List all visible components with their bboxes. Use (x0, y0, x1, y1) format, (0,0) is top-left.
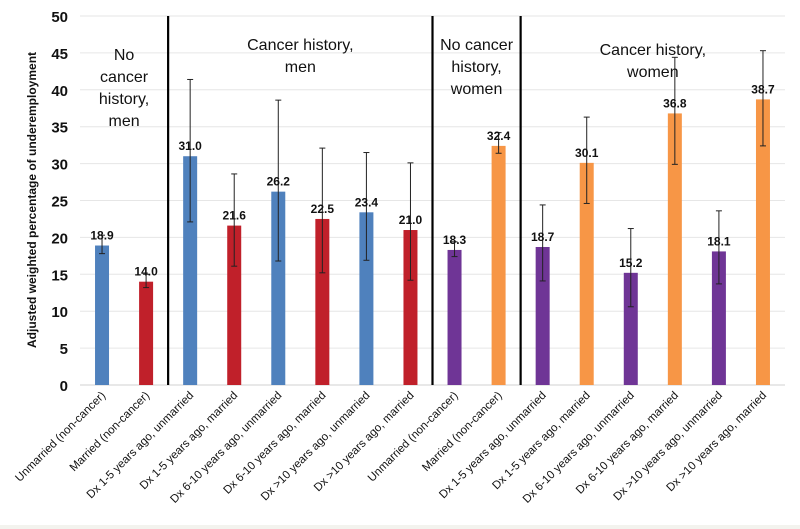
error-bar (539, 204, 546, 282)
y-tick-label: 5 (60, 341, 68, 358)
group-label-line: history, (451, 59, 501, 76)
bar (535, 246, 550, 385)
group-dividers (167, 16, 522, 385)
y-tick-label: 30 (51, 157, 68, 174)
bar (579, 162, 594, 385)
error-bar (99, 234, 106, 255)
x-axis-labels: Unmarried (non-cancer)Married (non-cance… (13, 390, 769, 506)
bar (315, 218, 330, 385)
y-tick-label: 15 (51, 267, 68, 284)
group-label: Cancer history, women (600, 42, 706, 81)
value-label: 18.9 (90, 229, 114, 243)
value-label: 30.1 (575, 146, 599, 160)
y-tick-label: 35 (51, 120, 68, 137)
error-bar (759, 50, 766, 147)
value-label: 21.0 (399, 213, 423, 227)
group-label: No cancer history, women (440, 37, 514, 98)
value-label: 36.8 (663, 96, 687, 110)
value-label: 15.2 (619, 256, 643, 270)
bar (491, 145, 506, 385)
error-bar (143, 273, 150, 289)
group-label: Cancer history, men (247, 37, 353, 76)
value-label: 32.4 (487, 129, 511, 143)
error-bar (187, 78, 194, 223)
y-tick-label: 0 (60, 378, 68, 395)
bar (359, 212, 374, 385)
error-bar (583, 116, 590, 204)
bottom-border (0, 525, 800, 529)
value-label: 21.6 (223, 209, 247, 223)
bar (667, 113, 682, 385)
group-label-line: history, (99, 91, 149, 108)
group-label-line: cancer (100, 69, 149, 86)
group-label-line: men (285, 59, 316, 76)
value-label: 31.0 (178, 139, 202, 153)
group-label: No cancer history, men (99, 47, 149, 130)
y-tick-label: 20 (51, 230, 68, 247)
x-tick-label: Unmarried (non-cancer) (366, 390, 461, 485)
bar (623, 272, 638, 385)
bar (139, 281, 154, 385)
value-label: 18.3 (443, 233, 467, 247)
y-tick-label: 10 (51, 304, 68, 321)
y-tick-label: 40 (51, 83, 68, 100)
x-tick-label: Unmarried (non-cancer) (13, 390, 108, 485)
bar (227, 225, 242, 385)
group-label-line: women (450, 81, 503, 98)
value-label: 14.0 (134, 265, 158, 279)
value-labels: 18.9 14.0 31.0 21.6 26.2 22.5 23.4 21.0 18.3 32.4… (90, 82, 775, 278)
value-label: 38.7 (751, 82, 775, 96)
value-label: 22.5 (311, 202, 335, 216)
group-label-line: men (109, 113, 140, 130)
y-axis-label: Adjusted weighted percentage of underemp… (25, 52, 39, 348)
y-axis-ticks: 0 5 10 15 20 25 30 35 40 45 50 (51, 9, 68, 395)
group-label-line: No (114, 47, 135, 64)
bar (403, 230, 418, 385)
error-bar (627, 228, 634, 308)
error-bar (363, 152, 370, 261)
value-label: 18.1 (707, 234, 731, 248)
bars (95, 99, 770, 386)
value-label: 23.4 (355, 195, 379, 209)
value-label: 26.2 (267, 175, 291, 189)
bar (271, 191, 286, 385)
x-tick-label: Married (non-cancer) (420, 390, 505, 475)
bar (95, 245, 110, 385)
bar (755, 99, 770, 386)
y-tick-label: 50 (51, 9, 68, 26)
error-bar (407, 162, 414, 281)
bar (447, 249, 462, 385)
value-label: 18.7 (531, 230, 555, 244)
bar (183, 156, 198, 385)
error-bar (715, 210, 722, 285)
y-tick-label: 25 (51, 194, 68, 211)
group-label-line: No cancer (440, 37, 514, 54)
error-bars (99, 50, 766, 308)
group-label-line: Cancer history, (600, 42, 706, 59)
y-tick-label: 45 (51, 46, 68, 63)
error-bar (495, 132, 502, 154)
error-bar (275, 99, 282, 262)
error-bar (451, 241, 458, 258)
x-tick-label: Married (non-cancer) (68, 390, 153, 475)
error-bar (671, 56, 678, 165)
bar (711, 251, 726, 385)
group-label-line: Cancer history, (247, 37, 353, 54)
error-bar (231, 173, 238, 267)
error-bar (319, 147, 326, 274)
group-label-line: women (626, 64, 679, 81)
